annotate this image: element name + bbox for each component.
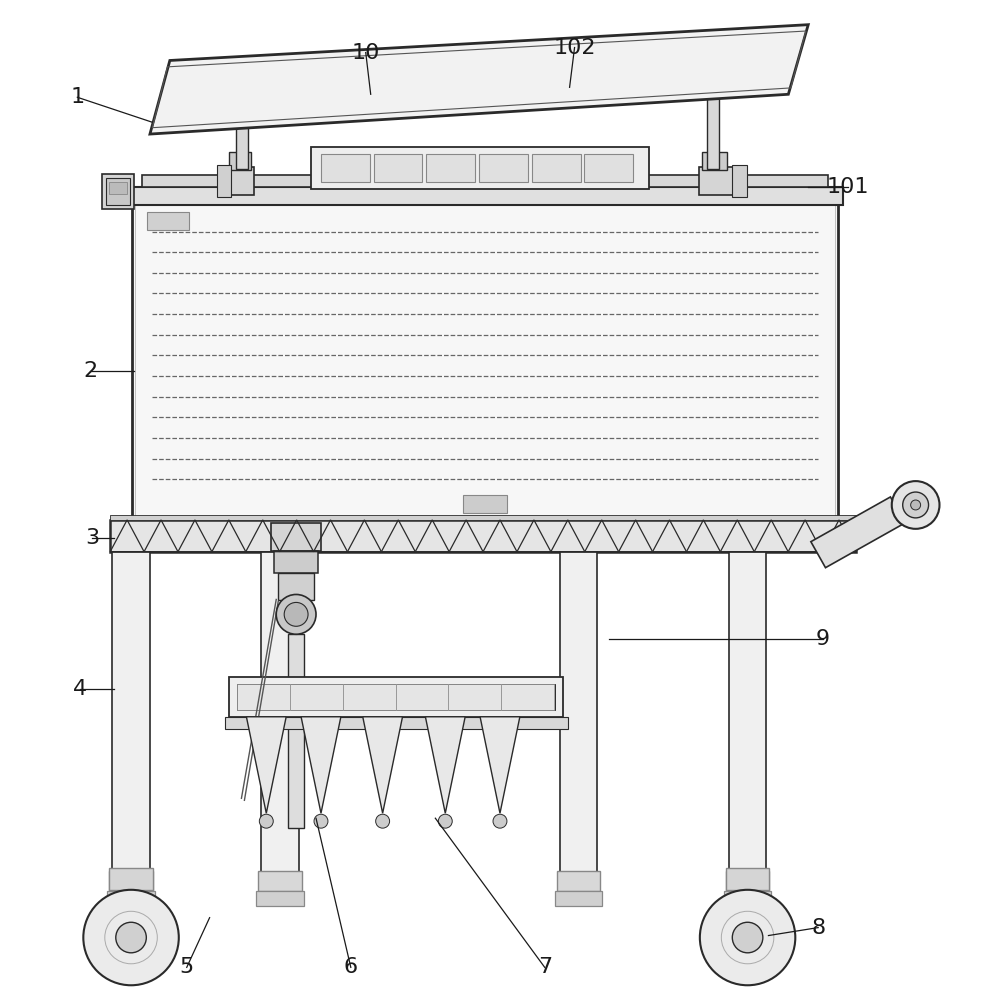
Bar: [257, 891, 304, 906]
Polygon shape: [425, 717, 465, 813]
Text: 10: 10: [352, 43, 380, 63]
Bar: [448, 684, 501, 710]
Bar: [127, 187, 843, 205]
Circle shape: [376, 814, 389, 828]
Text: 8: 8: [811, 918, 826, 938]
Bar: [725, 868, 769, 890]
Text: 9: 9: [817, 629, 830, 649]
Polygon shape: [150, 25, 809, 134]
Text: 4: 4: [73, 679, 87, 699]
Bar: [109, 182, 127, 194]
Bar: [532, 154, 581, 182]
Bar: [217, 165, 232, 197]
Bar: [560, 552, 598, 873]
Bar: [699, 167, 733, 195]
Bar: [707, 97, 718, 169]
Circle shape: [260, 814, 274, 828]
Bar: [278, 573, 314, 600]
Circle shape: [276, 594, 316, 634]
Bar: [230, 152, 252, 170]
Bar: [731, 165, 746, 197]
Bar: [225, 717, 568, 729]
Bar: [374, 154, 422, 182]
Circle shape: [911, 500, 921, 510]
Bar: [110, 515, 856, 520]
Bar: [272, 523, 321, 551]
Bar: [395, 684, 448, 710]
Bar: [112, 552, 150, 873]
Bar: [259, 871, 302, 891]
Text: 3: 3: [85, 528, 99, 548]
Bar: [142, 175, 828, 187]
Circle shape: [903, 492, 929, 518]
Text: 1: 1: [70, 87, 84, 107]
Circle shape: [892, 481, 939, 529]
Circle shape: [732, 922, 763, 953]
Bar: [227, 167, 255, 195]
Text: 7: 7: [538, 957, 552, 977]
Bar: [501, 684, 554, 710]
Bar: [102, 174, 134, 209]
Bar: [723, 891, 771, 906]
Polygon shape: [811, 497, 905, 568]
Text: 101: 101: [826, 177, 869, 197]
Bar: [275, 551, 318, 573]
Polygon shape: [480, 717, 520, 813]
Text: 102: 102: [553, 38, 596, 58]
Polygon shape: [301, 717, 341, 813]
Bar: [237, 97, 249, 169]
Polygon shape: [247, 717, 286, 813]
Circle shape: [116, 922, 147, 953]
Bar: [288, 634, 304, 828]
Circle shape: [493, 814, 507, 828]
Circle shape: [438, 814, 452, 828]
Bar: [109, 871, 153, 891]
Bar: [238, 684, 555, 710]
Bar: [147, 212, 188, 230]
Polygon shape: [363, 717, 402, 813]
Bar: [321, 154, 370, 182]
Circle shape: [284, 602, 308, 626]
Bar: [109, 868, 153, 890]
Bar: [585, 154, 633, 182]
Bar: [110, 520, 856, 552]
Circle shape: [314, 814, 328, 828]
Bar: [262, 552, 299, 873]
Bar: [702, 152, 726, 170]
Bar: [555, 891, 603, 906]
Bar: [311, 147, 649, 189]
Circle shape: [83, 890, 178, 985]
Bar: [725, 871, 769, 891]
Bar: [463, 495, 507, 513]
Bar: [557, 871, 601, 891]
Bar: [426, 154, 475, 182]
Circle shape: [700, 890, 796, 985]
Bar: [135, 200, 835, 517]
Bar: [479, 154, 528, 182]
Bar: [107, 891, 155, 906]
Bar: [106, 178, 130, 205]
Bar: [238, 684, 290, 710]
Bar: [290, 684, 343, 710]
Text: 5: 5: [179, 957, 194, 977]
Text: 2: 2: [83, 361, 97, 381]
Bar: [230, 677, 563, 717]
Text: 6: 6: [344, 957, 358, 977]
Bar: [343, 684, 395, 710]
Bar: [728, 552, 766, 873]
Bar: [132, 197, 838, 520]
